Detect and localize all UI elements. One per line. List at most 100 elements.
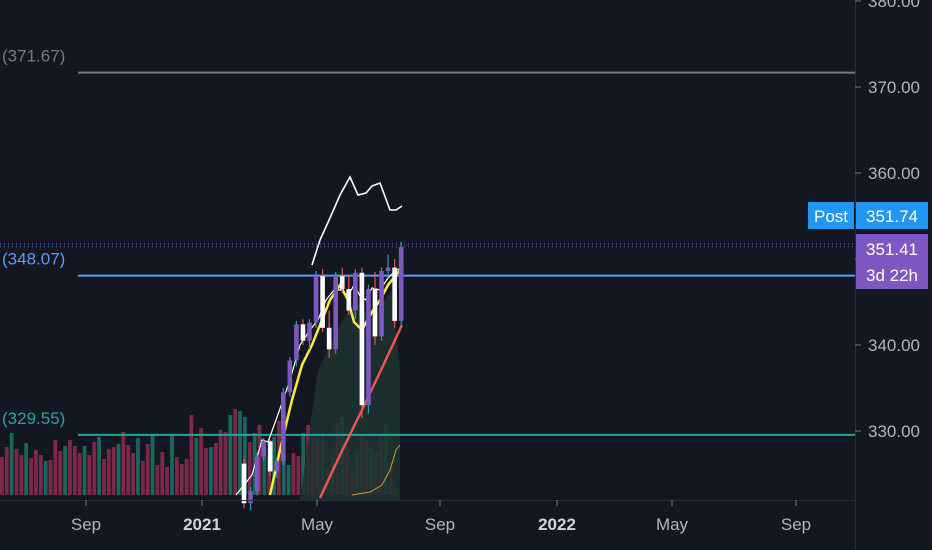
post-market-badge: Post 351.74	[808, 202, 928, 229]
candle-body	[392, 267, 397, 321]
x-tick-label: May	[301, 515, 334, 534]
volume-bar	[29, 458, 33, 495]
volume-bar	[77, 453, 82, 495]
volume-bar	[281, 454, 286, 495]
volume-average-line	[351, 444, 401, 496]
y-tick-label: 340.00	[868, 336, 920, 355]
volume-bar	[194, 438, 199, 495]
x-tick-label: 2022	[538, 515, 576, 534]
candle-body	[307, 322, 312, 341]
volume-bar	[106, 449, 111, 495]
candle-body	[366, 289, 371, 406]
volume-bar	[218, 430, 223, 495]
volume-bar	[296, 456, 301, 495]
volume-bar	[262, 447, 267, 495]
candle-body	[372, 289, 378, 337]
volume-bar	[68, 440, 72, 495]
volume-bar	[63, 446, 67, 495]
volume-bar	[257, 425, 262, 495]
volume-bar	[145, 444, 150, 495]
y-tick-label: 360.00	[868, 164, 920, 183]
volume-bar	[14, 449, 19, 495]
volume-bar	[184, 459, 189, 495]
volume-bar	[150, 435, 155, 495]
volume-bar	[9, 433, 14, 495]
x-tick-label: Sep	[71, 515, 101, 534]
x-tick-label: Sep	[425, 515, 455, 534]
candle-body	[267, 441, 273, 472]
white-upper-line	[311, 175, 403, 266]
volume-bar	[38, 455, 43, 495]
volume-bar	[223, 432, 228, 495]
volume-bar	[121, 432, 126, 495]
candle-body	[261, 441, 266, 457]
bar-countdown: 3d 22h	[866, 266, 918, 285]
candle-body	[313, 276, 319, 323]
candle-body	[294, 324, 299, 361]
candle-body	[320, 276, 325, 328]
volume-bar	[160, 452, 165, 495]
volume-bar	[48, 460, 53, 495]
candle-body	[333, 276, 338, 350]
volume-bar	[82, 446, 87, 495]
horizontal-levels: (371.67) (348.07) (329.55)	[0, 47, 855, 436]
volume-bar	[233, 409, 238, 495]
level-label: (348.07)	[2, 250, 65, 269]
candle-body	[287, 360, 293, 393]
volume-bar	[208, 447, 213, 495]
volume-bar	[204, 448, 208, 495]
yellow-moving-average	[268, 265, 404, 496]
level-label: (329.55)	[2, 409, 65, 428]
volume-bar	[189, 415, 194, 495]
x-tick-label: Sep	[781, 515, 811, 534]
volume-bar	[53, 440, 58, 495]
candle-body	[339, 276, 345, 290]
volume-bar	[97, 437, 101, 495]
candle-body	[248, 491, 253, 504]
volume-bar	[116, 444, 121, 495]
x-tick-label: May	[656, 515, 689, 534]
post-price: 351.74	[866, 207, 918, 226]
volume-bar	[0, 457, 4, 495]
volume-bar	[267, 456, 272, 495]
volume-bar	[131, 453, 136, 495]
last-price: 351.41	[866, 240, 918, 259]
volume-bar	[228, 415, 233, 495]
volume-bar	[179, 464, 184, 495]
volume-bar	[87, 455, 92, 495]
candle-body	[274, 461, 280, 472]
candle-body	[379, 271, 384, 337]
volume-bar	[272, 437, 276, 495]
candle-body	[359, 272, 365, 406]
volume-bar	[58, 451, 63, 495]
candle-body	[398, 246, 404, 321]
volume-bar	[165, 467, 170, 495]
volume-bar	[243, 417, 247, 495]
level-label: (371.67)	[2, 47, 65, 66]
x-axis-ticks: Sep 2021 May Sep 2022 May Sep	[71, 500, 811, 534]
volume-bar	[291, 453, 296, 495]
volume-bar	[238, 411, 242, 495]
y-tick-label: 370.00	[868, 78, 920, 97]
candle-body	[346, 289, 352, 311]
candle-body	[241, 463, 247, 504]
volume-bar	[92, 442, 97, 495]
volume-bar	[140, 461, 145, 495]
volume-bar	[247, 442, 252, 495]
candles	[241, 241, 404, 511]
candle-body	[300, 324, 306, 341]
volume-bar	[170, 435, 174, 495]
volume-bar	[19, 455, 24, 495]
last-price-badge: 351.41 3d 22h	[856, 234, 928, 289]
y-tick-label: 380.00	[868, 0, 920, 11]
post-label: Post	[814, 207, 848, 226]
candle-body	[281, 392, 286, 462]
x-tick-label: 2021	[183, 515, 221, 534]
volume-bar	[301, 433, 306, 495]
volume-bar	[43, 461, 48, 495]
candle-body	[254, 456, 260, 492]
volume-bar	[126, 445, 131, 495]
volume-bar	[199, 428, 204, 495]
